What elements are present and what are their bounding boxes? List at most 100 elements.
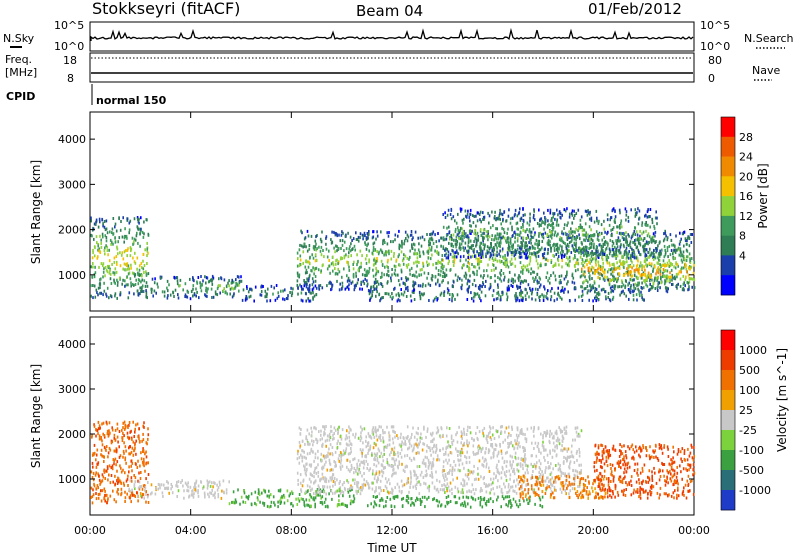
range-gate-cell xyxy=(512,278,514,282)
range-gate-cell xyxy=(533,251,535,255)
range-gate-cell xyxy=(435,266,437,270)
range-gate-cell xyxy=(386,425,388,429)
range-gate-cell xyxy=(573,281,576,285)
range-gate-cell xyxy=(118,455,121,459)
range-gate-cell xyxy=(261,491,263,495)
range-gate-cell xyxy=(441,258,443,262)
range-gate-cell xyxy=(671,263,673,266)
range-gate-cell xyxy=(613,287,616,291)
range-gate-cell xyxy=(124,458,126,462)
range-gate-cell xyxy=(134,480,136,484)
range-gate-cell xyxy=(480,475,482,479)
range-gate-cell xyxy=(138,221,140,225)
range-gate-cell xyxy=(542,232,544,236)
range-gate-cell xyxy=(307,260,309,264)
range-gate-cell xyxy=(479,229,482,233)
range-gate-cell xyxy=(507,445,509,449)
range-gate-cell xyxy=(690,277,692,281)
range-gate-cell xyxy=(135,423,137,427)
range-gate-cell xyxy=(336,258,338,262)
range-gate-cell xyxy=(595,287,598,291)
range-gate-cell xyxy=(141,460,144,464)
range-gate-cell xyxy=(339,239,342,243)
range-gate-cell xyxy=(372,246,375,250)
range-gate-cell xyxy=(591,277,593,280)
range-gate-cell xyxy=(419,236,422,240)
range-gate-cell xyxy=(385,250,387,254)
range-gate-cell xyxy=(531,246,534,250)
range-gate-cell xyxy=(104,477,106,480)
range-gate-cell xyxy=(171,485,173,489)
range-gate-cell xyxy=(685,275,687,279)
range-gate-cell xyxy=(630,236,633,240)
range-gate-cell xyxy=(522,297,524,301)
range-gate-cell xyxy=(491,238,493,242)
range-gate-cell xyxy=(590,234,592,238)
range-gate-cell xyxy=(208,495,210,499)
range-gate-cell xyxy=(453,258,456,262)
range-gate-cell xyxy=(102,264,104,268)
range-gate-cell xyxy=(466,474,469,478)
range-gate-cell xyxy=(643,265,646,269)
range-gate-cell xyxy=(311,430,313,434)
range-gate-cell xyxy=(116,278,118,282)
range-gate-cell xyxy=(316,439,319,443)
range-gate-cell xyxy=(495,429,497,433)
range-gate-cell xyxy=(590,234,593,238)
range-gate-cell xyxy=(644,252,647,256)
range-gate-cell xyxy=(147,473,150,476)
range-gate-cell xyxy=(95,288,98,292)
range-gate-cell xyxy=(459,255,462,259)
range-gate-cell xyxy=(277,500,279,504)
range-gate-cell xyxy=(461,266,463,270)
range-gate-cell xyxy=(290,286,292,290)
range-gate-cell xyxy=(444,253,446,257)
range-gate-cell xyxy=(378,292,381,296)
range-gate-cell xyxy=(128,465,130,469)
range-gate-cell xyxy=(589,274,591,278)
colorbar-swatch xyxy=(721,176,735,197)
range-gate-cell xyxy=(547,238,550,242)
range-gate-cell xyxy=(116,283,119,287)
range-gate-cell xyxy=(122,216,124,220)
range-gate-cell xyxy=(437,232,439,235)
range-gate-cell xyxy=(353,471,355,475)
range-gate-cell xyxy=(486,251,489,255)
range-gate-cell xyxy=(594,287,597,290)
range-gate-cell xyxy=(585,233,587,237)
range-gate-cell xyxy=(657,282,659,286)
range-gate-cell xyxy=(266,494,269,498)
range-gate-cell xyxy=(146,495,149,499)
range-gate-cell xyxy=(679,240,682,244)
range-gate-cell xyxy=(140,457,143,461)
range-gate-cell xyxy=(363,231,366,235)
range-gate-cell xyxy=(467,234,469,238)
range-gate-cell xyxy=(372,230,375,234)
range-gate-cell xyxy=(547,248,549,251)
range-gate-cell xyxy=(368,230,370,233)
range-gate-cell xyxy=(462,491,464,495)
range-gate-cell xyxy=(185,295,187,299)
range-gate-cell xyxy=(499,298,502,302)
range-gate-cell xyxy=(394,286,396,290)
range-gate-cell xyxy=(398,253,400,257)
range-gate-cell xyxy=(566,248,568,252)
range-gate-cell xyxy=(270,284,273,288)
range-gate-cell xyxy=(119,479,121,483)
range-gate-cell xyxy=(638,271,640,275)
range-gate-cell xyxy=(118,276,121,280)
range-gate-cell xyxy=(501,213,504,217)
range-gate-cell xyxy=(147,461,149,465)
range-gate-cell xyxy=(387,234,390,238)
range-gate-cell xyxy=(456,278,459,282)
range-gate-cell xyxy=(131,282,134,286)
range-gate-cell xyxy=(496,430,498,434)
range-gate-cell xyxy=(361,428,363,432)
range-gate-cell xyxy=(162,494,164,498)
range-gate-cell xyxy=(390,276,392,280)
range-gate-cell xyxy=(202,486,204,490)
range-gate-cell xyxy=(97,286,100,290)
range-gate-cell xyxy=(476,231,479,235)
range-gate-cell xyxy=(516,227,519,231)
range-gate-cell xyxy=(298,493,301,496)
